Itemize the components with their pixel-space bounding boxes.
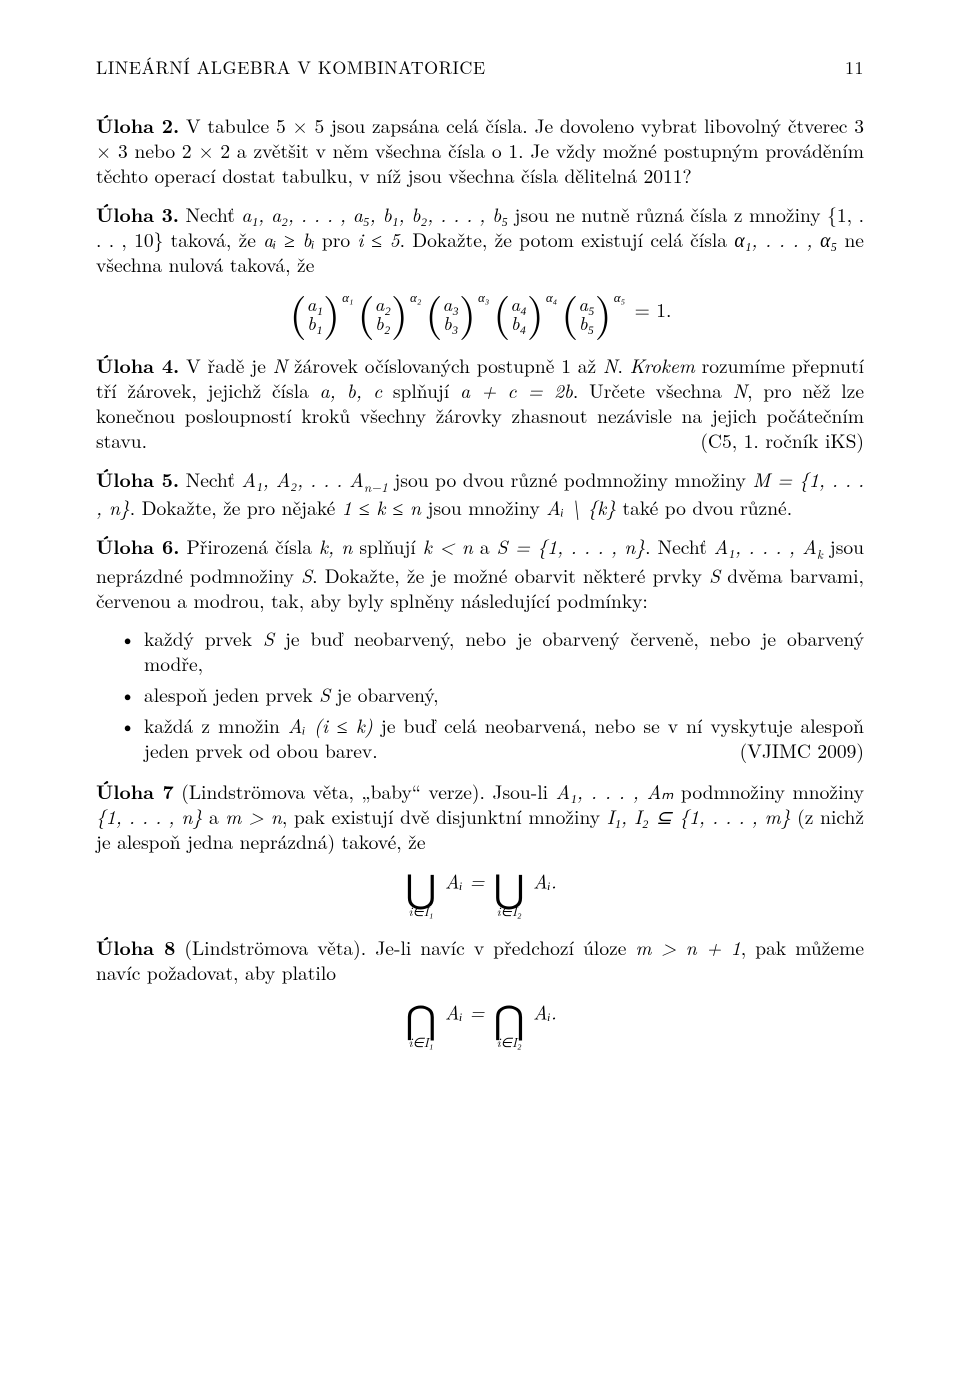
problem-2-label: Úloha 2. (96, 111, 179, 139)
problem-3-equation: (a₁b₁)α₁(a₂b₂)α₂(a₃b₃)α₃(a₄b₄)α₄(a₅b₅)α₅… (96, 291, 864, 335)
exponent: α₃ (478, 289, 489, 306)
problem-8: Úloha 8 (Lindströmova věta). Je-li navíc… (96, 935, 864, 985)
header-title: LINEÁRNÍ ALGEBRA V KOMBINATORICE (96, 56, 486, 79)
condition-item: alespoň jeden prvek S je obarvený, (96, 682, 864, 707)
problem-8-equation: ⋂i∈I₁ Aᵢ = ⋂i∈I₂ Aᵢ. (96, 999, 864, 1048)
problem-6-label: Úloha 6. (96, 532, 179, 560)
binom-fraction: (a₂b₂) (357, 291, 408, 335)
binom-fraction: (a₁b₁) (290, 291, 341, 335)
problem-8-label: Úloha 8 (96, 933, 175, 961)
binom-fraction: (a₄b₄) (493, 291, 544, 335)
problem-4-attribution: (C5, 1. ročník iKS) (700, 428, 864, 453)
problem-3-label: Úloha 3. (96, 200, 179, 228)
problem-5-label: Úloha 5. (96, 465, 179, 493)
problem-6: Úloha 6. Přirozená čísla k, n splňují k … (96, 534, 864, 612)
exponent: α₅ (614, 289, 625, 306)
problem-4: Úloha 4. V řadě je N žárovek očíslovanýc… (96, 353, 864, 453)
problem-5: Úloha 5. Nechť A₁, A₂, . . . An−1 jsou p… (96, 467, 864, 520)
problem-4-label: Úloha 4. (96, 351, 179, 379)
exponent: α₂ (410, 289, 421, 306)
problem-7-label: Úloha 7 (96, 777, 174, 805)
exponent: α₄ (546, 289, 557, 306)
problem-6-conditions: každý prvek S je buď neobarvený, nebo je… (96, 626, 864, 763)
problem-7: Úloha 7 (Lindströmova věta, „baby“ verze… (96, 779, 864, 854)
condition-item: každý prvek S je buď neobarvený, nebo je… (96, 626, 864, 676)
running-header: LINEÁRNÍ ALGEBRA V KOMBINATORICE 11 (96, 56, 864, 79)
problem-6-attribution: (VJIMC 2009) (740, 738, 864, 763)
exponent: α₁ (342, 289, 353, 306)
binom-fraction: (a₅b₅) (561, 291, 612, 335)
problem-2-text: V tabulce 5 × 5 jsou zapsána celá čísla.… (96, 111, 864, 189)
problem-2: Úloha 2. V tabulce 5 × 5 jsou zapsána ce… (96, 113, 864, 188)
problem-3: Úloha 3. Nechť a₁, a₂, . . . , a₅, b₁, b… (96, 202, 864, 277)
problem-7-equation: ⋃i∈I₁ Aᵢ = ⋃i∈I₂ Aᵢ. (96, 868, 864, 917)
header-page-number: 11 (845, 56, 864, 79)
binom-fraction: (a₃b₃) (425, 291, 476, 335)
condition-item: každá z množin Aᵢ (i ≤ k) je buď celá ne… (96, 713, 864, 763)
